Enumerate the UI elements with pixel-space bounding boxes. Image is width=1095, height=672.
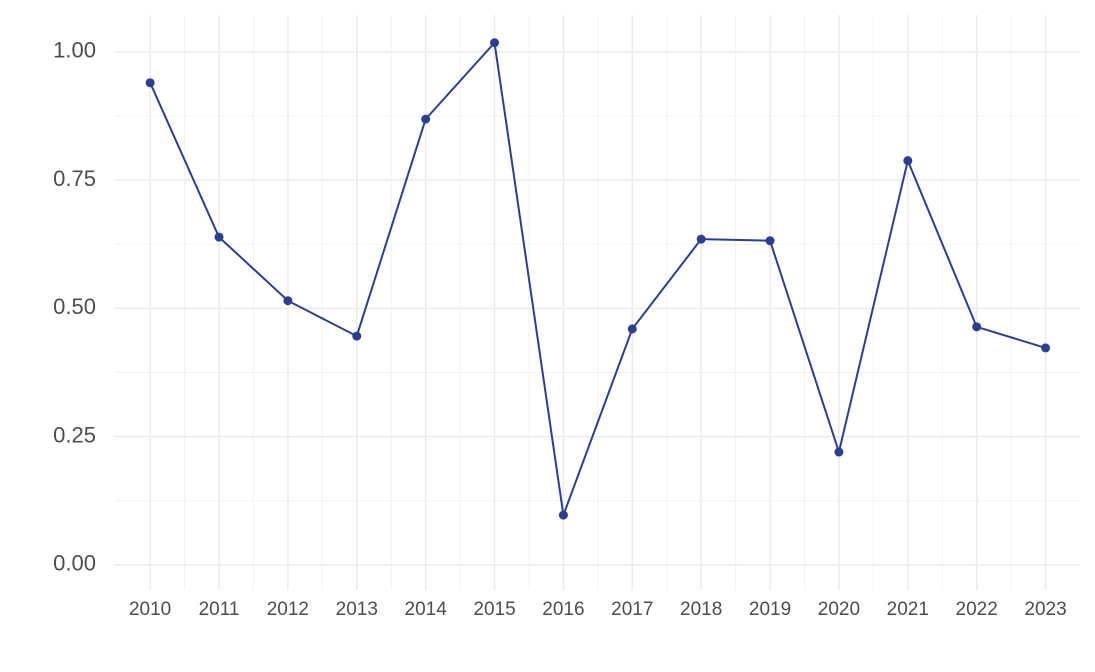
y-tick-label: 0.50 <box>53 294 96 319</box>
point <box>421 114 431 124</box>
x-tick-label: 2015 <box>473 599 515 620</box>
x-tick-label: 2019 <box>749 599 791 620</box>
x-tick-label: 2017 <box>611 599 653 620</box>
series-line <box>149 40 1046 516</box>
y-tick-label: 1.00 <box>53 38 96 63</box>
point <box>765 236 775 246</box>
x-tick-label: 2016 <box>542 599 584 620</box>
y-tick-label: 0.25 <box>53 422 96 447</box>
point <box>903 156 913 166</box>
x-tick-label: 2013 <box>336 599 378 620</box>
point <box>283 296 293 306</box>
point <box>145 78 155 88</box>
x-tick-label: 2023 <box>1024 599 1066 620</box>
x-tick-label: 2014 <box>405 599 448 620</box>
x-tick-label: 2022 <box>956 599 998 620</box>
x-tick-label: 2011 <box>199 599 240 620</box>
point <box>558 510 568 520</box>
x-tick-label: 2020 <box>818 599 860 620</box>
point <box>490 38 500 48</box>
point <box>352 331 362 341</box>
x-tick-label: 2021 <box>887 599 929 620</box>
point <box>1041 343 1051 353</box>
x-tick-label: 2010 <box>129 599 171 620</box>
point <box>696 234 706 244</box>
point <box>627 324 637 334</box>
x-tick-label: 2012 <box>267 599 309 620</box>
point <box>834 447 844 457</box>
point <box>214 232 224 242</box>
point <box>972 322 982 332</box>
x-tick-label: 2018 <box>680 599 722 620</box>
y-tick-label: 0.00 <box>53 551 96 576</box>
y-tick-label: 0.75 <box>53 166 96 191</box>
